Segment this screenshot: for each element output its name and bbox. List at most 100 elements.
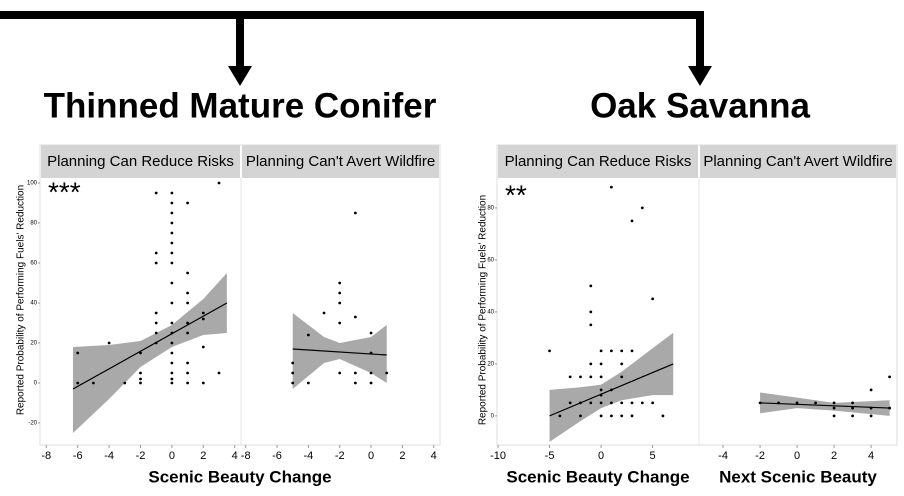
data-point [170,261,174,265]
data-point [154,331,158,335]
data-point [620,375,624,379]
data-point [186,271,190,275]
data-point [599,414,603,418]
significance: ** [505,179,527,210]
y-tick-label: 80 [487,205,494,211]
y-tick-label: 40 [30,301,37,307]
x-tick-label: -6 [272,450,282,462]
y-tick-label: -20 [28,421,37,427]
fit-line [549,363,674,417]
data-point [579,375,582,379]
data-point [170,191,174,195]
data-point [369,331,373,335]
data-point [291,361,295,365]
data-point [832,406,836,410]
data-point [76,381,80,385]
data-point [186,291,190,295]
data-point [186,381,190,385]
data-point [322,311,326,315]
data-point [139,381,142,385]
data-point [291,371,295,375]
data-point [353,315,357,319]
data-point [630,219,634,223]
data-point [154,261,158,265]
y-tick-label: 20 [487,361,494,367]
data-point [888,375,891,379]
data-point [609,414,613,418]
data-point [170,381,174,385]
y-tick-label: 60 [487,257,494,263]
data-point [630,401,634,405]
data-point [170,341,174,345]
bracket [0,11,704,68]
data-point [579,414,582,418]
data-point [170,251,174,255]
strip-label: Planning Can Reduce Risks [505,153,692,170]
data-point [201,311,205,315]
significance: *** [48,176,81,207]
data-point [123,381,127,385]
data-point [338,321,342,325]
data-point [599,375,603,379]
data-point [139,371,142,375]
x-tick-label: 5 [650,450,656,462]
data-point [353,211,357,215]
data-point [640,401,644,405]
data-point [107,341,111,345]
data-point [170,211,174,215]
data-point [589,323,593,327]
x-axis-title: Next Scenic Beauty [719,467,877,486]
data-point [640,206,644,210]
data-point [338,371,342,375]
strip-label: Planning Can't Avert Wildfire [703,153,892,170]
data-point [186,201,190,205]
x-tick-label: -2 [755,450,765,462]
data-point [651,297,655,301]
data-point [568,401,572,405]
data-point [599,349,603,353]
data-point [170,241,174,245]
x-tick-label: 0 [368,450,374,462]
data-point [338,281,342,285]
data-point [170,361,174,365]
strip [242,145,439,178]
group-title: Thinned Mature Conifer [44,86,437,125]
x-tick-label: 4 [232,450,238,462]
data-point [589,401,593,405]
data-point [589,284,593,288]
data-point [170,201,174,205]
data-point [620,401,624,405]
group-title: Oak Savanna [590,86,810,125]
data-point [186,321,190,325]
y-axis-title: Reported Probability of Performing Fuels… [478,195,489,425]
data-point [599,401,603,405]
data-point [154,321,158,325]
data-point [385,371,389,375]
x-tick-label: 2 [831,450,837,462]
arrow-head [688,66,712,86]
data-point [851,406,854,410]
strip [700,145,896,178]
x-tick-label: 0 [794,450,800,462]
x-tick-label: -4 [303,450,313,462]
x-tick-label: -4 [104,450,114,462]
data-point [154,251,158,255]
data-point [170,321,174,325]
data-point [851,414,854,418]
data-point [661,414,665,418]
data-point [630,414,634,418]
data-point [599,388,603,392]
x-tick-label: 0 [169,450,175,462]
data-point [139,377,142,381]
x-tick-label: -8 [241,450,251,462]
strip-label: Planning Can Reduce Risks [47,153,234,170]
y-axis-title: Reported Probability of Performing Fuels… [16,185,27,415]
x-tick-label: 4 [431,450,437,462]
strip [41,145,240,178]
x-tick-label: -8 [41,450,51,462]
data-point [568,375,572,379]
data-point [201,317,205,321]
data-point [186,301,190,305]
data-point [620,362,624,366]
